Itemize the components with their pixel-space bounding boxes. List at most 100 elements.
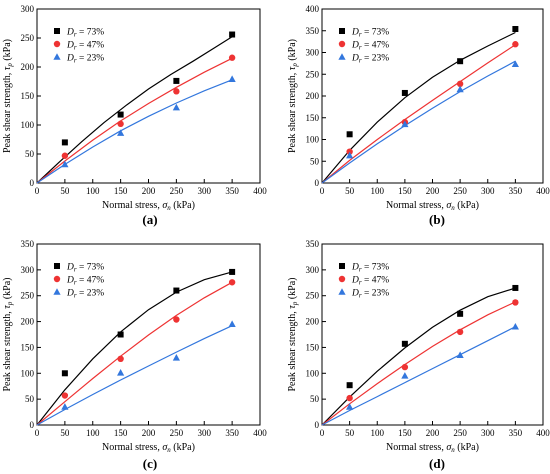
x-axis-label: Normal stress, σn (kPa) bbox=[102, 200, 195, 212]
legend-marker bbox=[338, 40, 346, 48]
y-tick-label: 150 bbox=[21, 342, 35, 352]
legend-label: Dr = 47% bbox=[66, 41, 104, 52]
x-tick-label: 400 bbox=[253, 186, 267, 196]
y-tick-label: 0 bbox=[315, 420, 320, 430]
y-tick-label: 200 bbox=[21, 62, 35, 72]
x-tick-label: 350 bbox=[225, 186, 239, 196]
y-tick-label: 50 bbox=[25, 149, 35, 159]
chart-panel-3: 0 50 100 150 200 250 300 350 400 0 50 100 150 200 250 3… bbox=[2, 239, 267, 471]
data-point-dr23 bbox=[346, 151, 354, 159]
x-tick-label: 200 bbox=[142, 186, 156, 196]
chart-panel-1: 0 50 100 150 200 250 300 350 400 0 50 100 150 200 250 3… bbox=[2, 4, 267, 227]
data-point-dr23 bbox=[228, 75, 236, 82]
x-tick-label: 150 bbox=[398, 428, 412, 438]
x-tick-label: 150 bbox=[114, 186, 128, 196]
data-point-dr47 bbox=[228, 279, 236, 286]
data-point-dr73 bbox=[401, 340, 408, 347]
x-tick-label: 350 bbox=[225, 428, 239, 438]
fit-curve-dr23 bbox=[36, 79, 233, 184]
fit-curve-dr73 bbox=[36, 36, 233, 184]
x-tick-label: 400 bbox=[536, 186, 550, 196]
legend-marker bbox=[339, 28, 345, 34]
data-point-dr73 bbox=[346, 382, 353, 389]
data-point-dr23 bbox=[172, 103, 180, 111]
x-tick-label: 300 bbox=[198, 428, 212, 438]
x-tick-label: 50 bbox=[345, 186, 355, 196]
data-point-dr73 bbox=[173, 77, 180, 84]
legend-label: Dr = 23% bbox=[351, 54, 389, 65]
y-axis-label: Peak shear strength, τp (kPa) bbox=[2, 39, 14, 153]
chart-panel-4: 0 50 100 150 200 250 300 350 400 0 50 100 150 200 250 3… bbox=[287, 239, 550, 471]
data-point-dr47 bbox=[173, 316, 180, 323]
legend-label: Dr = 73% bbox=[66, 28, 104, 39]
data-point-dr73 bbox=[512, 284, 519, 291]
y-tick-label: 0 bbox=[315, 178, 320, 188]
y-tick-label: 0 bbox=[30, 420, 35, 430]
data-point-dr73 bbox=[229, 268, 236, 275]
x-tick-label: 250 bbox=[453, 428, 467, 438]
legend-label: Dr = 47% bbox=[66, 276, 104, 287]
y-tick-label: 350 bbox=[21, 239, 35, 249]
y-tick-label: 300 bbox=[21, 265, 35, 275]
data-point-dr47 bbox=[117, 120, 124, 128]
chart-panel-2: 0 50 100 150 200 250 300 350 400 0 50 100 150 200 250 3… bbox=[287, 4, 550, 227]
data-point-dr73 bbox=[117, 331, 124, 338]
data-point-dr23 bbox=[401, 120, 409, 128]
y-tick-label: 250 bbox=[21, 291, 35, 301]
data-point-dr47 bbox=[401, 363, 409, 371]
legend-marker bbox=[53, 288, 61, 295]
fit-curve-dr73 bbox=[321, 31, 516, 184]
x-tick-label: 250 bbox=[170, 428, 184, 438]
data-point-dr47 bbox=[346, 394, 353, 402]
data-point-dr73 bbox=[346, 131, 353, 138]
legend-marker bbox=[54, 28, 60, 34]
x-tick-label: 250 bbox=[453, 186, 467, 196]
data-point-dr47 bbox=[117, 355, 124, 363]
y-tick-label: 250 bbox=[21, 33, 35, 43]
fit-curve-dr23 bbox=[321, 60, 516, 184]
panel-label: (c) bbox=[143, 456, 157, 471]
data-point-dr47 bbox=[61, 152, 69, 159]
data-point-dr23 bbox=[228, 320, 236, 327]
y-tick-label: 0 bbox=[30, 178, 35, 188]
y-axis-label: Peak shear strength, τp (kPa) bbox=[2, 277, 14, 391]
x-tick-label: 50 bbox=[60, 428, 70, 438]
x-tick-label: 0 bbox=[35, 186, 40, 196]
y-tick-label: 150 bbox=[21, 91, 35, 101]
x-tick-label: 300 bbox=[198, 186, 212, 196]
x-tick-label: 350 bbox=[509, 428, 523, 438]
legend-label: Dr = 23% bbox=[351, 289, 389, 300]
fit-curve-dr47 bbox=[321, 301, 516, 426]
legend-marker bbox=[338, 275, 346, 283]
legend-label: Dr = 73% bbox=[351, 263, 389, 274]
x-tick-label: 0 bbox=[320, 186, 325, 196]
legend-marker bbox=[338, 288, 346, 295]
legend-marker bbox=[53, 40, 61, 48]
panel-label: (b) bbox=[429, 212, 445, 227]
x-tick-label: 350 bbox=[509, 186, 523, 196]
legend-marker bbox=[338, 53, 346, 60]
x-tick-label: 100 bbox=[86, 186, 100, 196]
y-tick-label: 350 bbox=[306, 26, 320, 36]
y-tick-label: 400 bbox=[306, 4, 320, 14]
y-tick-label: 150 bbox=[306, 342, 320, 352]
data-point-dr23 bbox=[511, 322, 519, 330]
y-axis-label: Peak shear strength, τp (kPa) bbox=[287, 277, 299, 391]
data-point-dr23 bbox=[346, 403, 354, 410]
x-tick-label: 300 bbox=[481, 186, 495, 196]
data-point-dr23 bbox=[172, 353, 180, 361]
data-point-dr23 bbox=[456, 351, 464, 358]
x-tick-label: 200 bbox=[426, 428, 440, 438]
fit-curve-dr73 bbox=[321, 287, 516, 426]
data-point-dr47 bbox=[512, 41, 519, 48]
fit-curve-dr23 bbox=[36, 325, 233, 426]
panel-label: (a) bbox=[142, 212, 157, 227]
x-tick-label: 150 bbox=[398, 186, 412, 196]
data-point-dr23 bbox=[61, 403, 69, 410]
data-point-dr73 bbox=[117, 111, 124, 118]
y-tick-label: 100 bbox=[306, 135, 320, 145]
x-tick-label: 0 bbox=[35, 428, 40, 438]
x-tick-label: 200 bbox=[142, 428, 156, 438]
data-point-dr47 bbox=[173, 88, 180, 95]
